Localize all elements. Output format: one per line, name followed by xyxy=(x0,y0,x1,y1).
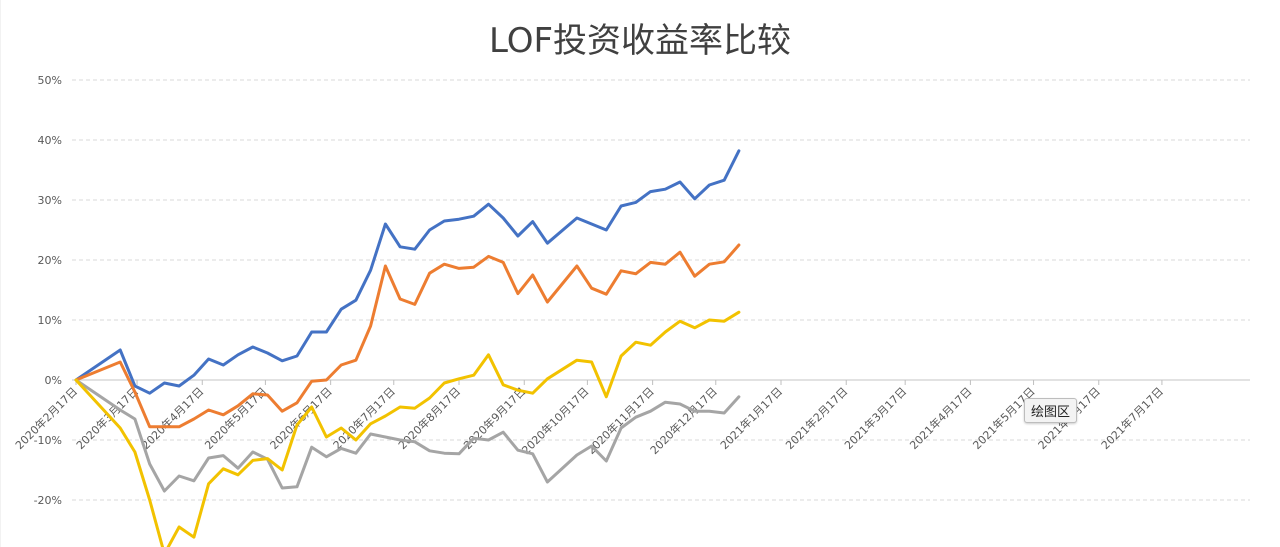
series-lines xyxy=(74,149,741,547)
y-tick-label: 10% xyxy=(38,314,62,327)
series-line-2 xyxy=(74,243,741,429)
y-tick-label: 50% xyxy=(38,74,62,87)
y-tick-label: 30% xyxy=(38,194,62,207)
y-tick-label: -10% xyxy=(34,434,62,447)
chart-frame xyxy=(8,0,1276,547)
y-tick-label: -20% xyxy=(34,494,62,507)
y-axis-tick-labels: 50% 40% 30% 20% 10% 0% -10% -20% xyxy=(34,74,62,507)
horizontal-gridlines xyxy=(72,79,1250,501)
y-tick-label: 40% xyxy=(38,134,62,147)
y-tick-label: 20% xyxy=(38,254,62,267)
series-line-1 xyxy=(74,149,741,395)
y-tick-label: 0% xyxy=(45,374,62,387)
series-line-3 xyxy=(74,378,741,493)
series-line-4 xyxy=(74,310,741,547)
chart-title: LOF投资收益率比较 xyxy=(489,21,791,61)
plot-area-tooltip: 绘图区 xyxy=(1024,398,1078,423)
